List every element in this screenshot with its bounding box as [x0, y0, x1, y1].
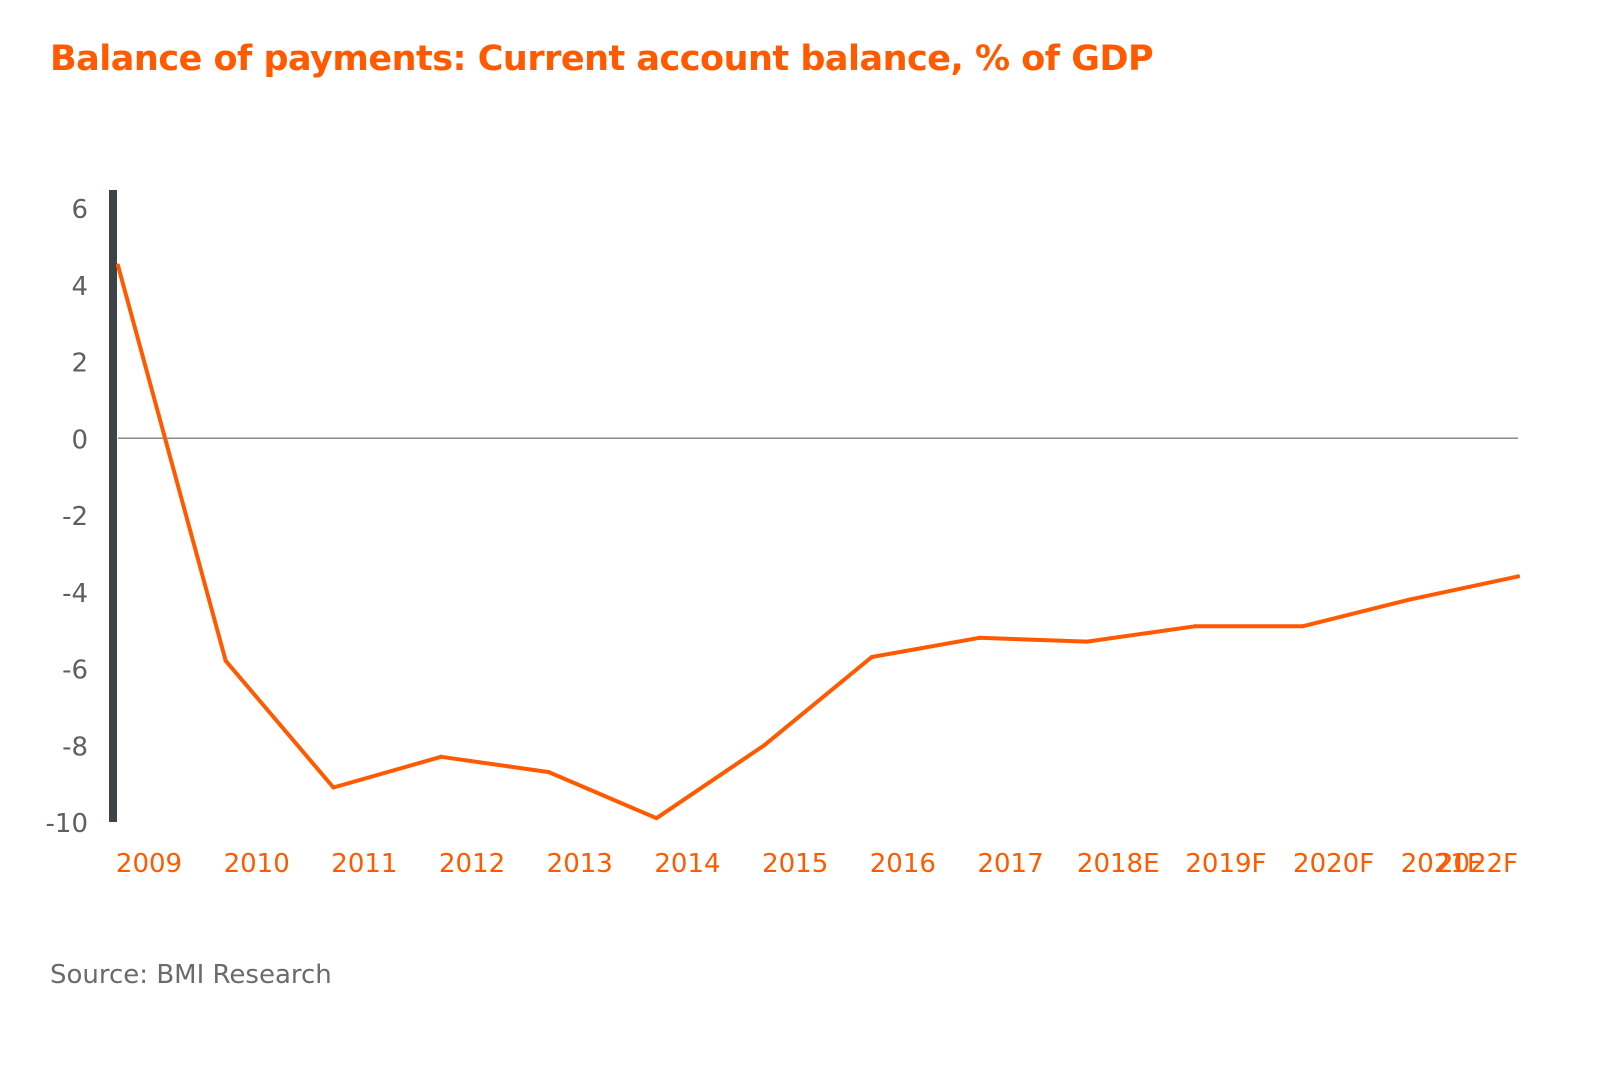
- y-tick-label: -8: [62, 732, 88, 762]
- x-tick-label: 2013: [547, 849, 613, 879]
- data-point: [116, 263, 120, 268]
- data-point: [1516, 574, 1520, 579]
- y-tick-label: -10: [46, 809, 88, 839]
- x-tick-label: 2021F: [1401, 849, 1482, 879]
- data-point: [1300, 624, 1305, 629]
- x-tick-label: 2014: [654, 849, 720, 879]
- y-axis-line: [109, 190, 117, 822]
- data-point: [654, 816, 659, 821]
- y-tick-label: 2: [71, 349, 88, 379]
- x-tick-label: 2010: [224, 849, 290, 879]
- data-point: [546, 770, 551, 775]
- data-point: [1085, 639, 1090, 644]
- y-tick-label: 0: [71, 425, 88, 455]
- y-tick-label: -2: [62, 502, 88, 532]
- x-tick-label: 2017: [977, 849, 1043, 879]
- source-note: Source: BMI Research: [50, 960, 332, 990]
- x-tick-label: 2020F: [1293, 849, 1374, 879]
- data-point: [439, 754, 444, 759]
- series-line: [116, 263, 1520, 821]
- chart-title: Balance of payments: Current account bal…: [50, 39, 1154, 79]
- data-point: [223, 658, 228, 663]
- y-tick-label: 4: [71, 272, 88, 302]
- x-tick-label: 2011: [331, 849, 397, 879]
- x-tick-label: 2018E: [1077, 849, 1160, 879]
- y-tick-label: 6: [71, 195, 88, 225]
- x-tick-label: 2012: [439, 849, 505, 879]
- data-point: [1192, 624, 1197, 629]
- x-axis-ticks: 2009 2010 2011 2012 2013 2014 2015 2016 2017 2018…: [116, 849, 1518, 879]
- data-point: [869, 654, 874, 659]
- y-tick-label: -4: [62, 579, 88, 609]
- x-tick-label: 2009: [116, 849, 182, 879]
- data-point: [331, 785, 336, 790]
- x-tick-label: 2015: [762, 849, 828, 879]
- data-point: [1408, 597, 1413, 602]
- series-layer: [116, 263, 1520, 821]
- x-tick-label: 2022F: [1437, 849, 1518, 879]
- data-point: [977, 635, 982, 640]
- y-tick-label: -6: [62, 656, 88, 686]
- data-point: [762, 743, 767, 748]
- x-tick-label: 2016: [870, 849, 936, 879]
- x-tick-label: 2019F: [1185, 849, 1266, 879]
- y-axis-ticks: 6 4 2 0 -2 -4 -6 -8 -10: [46, 195, 88, 839]
